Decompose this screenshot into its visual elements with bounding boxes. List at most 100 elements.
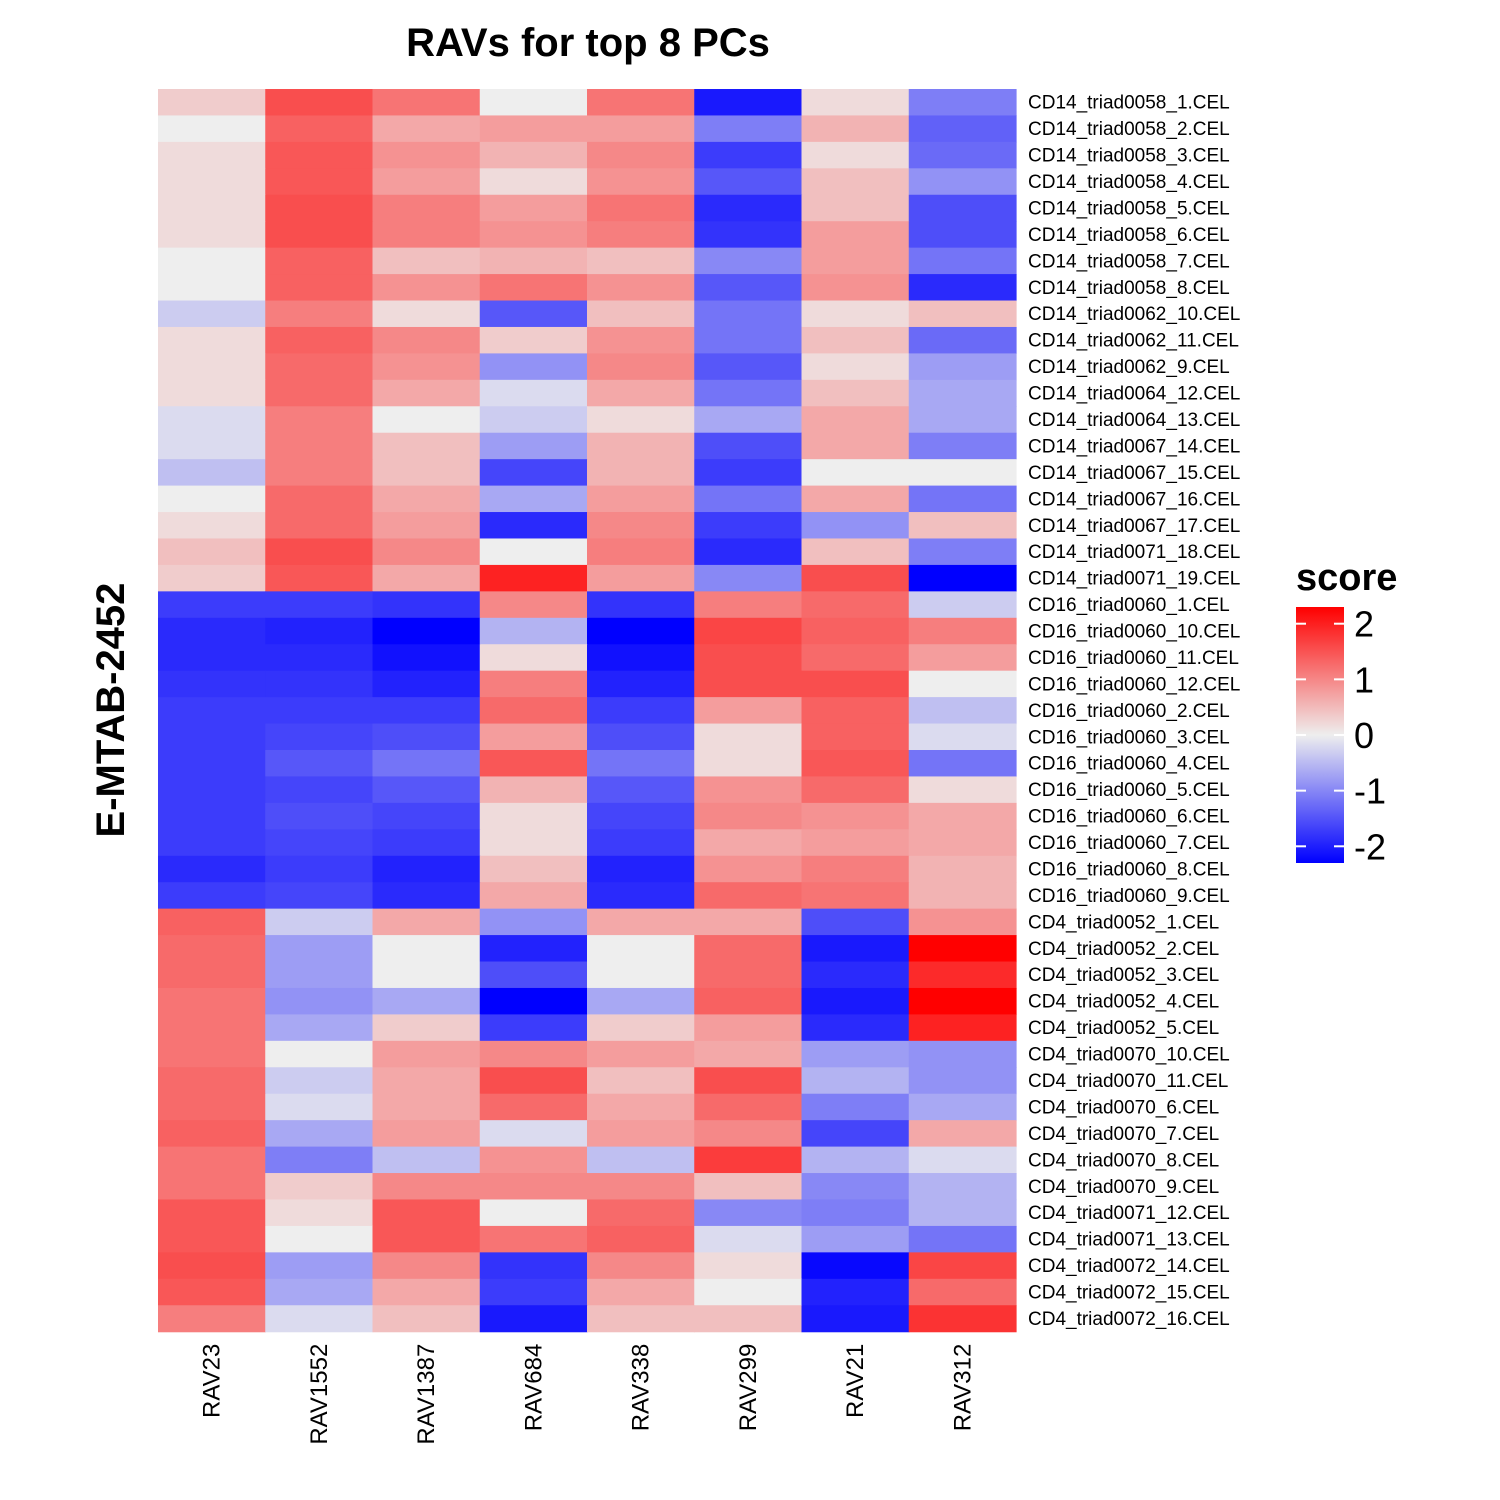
heatmap-cell — [908, 644, 1017, 672]
row-label: CD14_triad0071_19.CEL — [1028, 569, 1240, 590]
heatmap-cell — [479, 776, 588, 804]
heatmap-cell — [265, 89, 374, 117]
heatmap-cell — [158, 485, 266, 513]
heatmap-cell — [694, 459, 803, 487]
row-label: CD14_triad0067_17.CEL — [1028, 516, 1240, 537]
heatmap-cell — [908, 961, 1017, 989]
heatmap-cell — [908, 802, 1017, 830]
heatmap-cell — [158, 750, 266, 778]
heatmap-cell — [587, 1014, 695, 1042]
heatmap-cell — [694, 512, 803, 540]
row-label: CD14_triad0058_2.CEL — [1028, 119, 1230, 140]
heatmap-cell — [372, 221, 481, 249]
row-label: CD14_triad0071_18.CEL — [1028, 542, 1240, 563]
heatmap-cell — [265, 697, 374, 725]
heatmap-cell — [265, 617, 374, 645]
heatmap-cell — [694, 406, 803, 434]
heatmap-cell — [908, 1173, 1017, 1201]
heatmap-cell — [372, 115, 481, 143]
heatmap-cell — [158, 221, 266, 249]
heatmap-cell — [694, 1252, 803, 1280]
heatmap-cell — [587, 723, 695, 751]
heatmap-cell — [908, 829, 1017, 857]
heatmap-cell — [587, 168, 695, 196]
heatmap-cell — [801, 564, 910, 592]
heatmap-cell — [801, 1093, 910, 1121]
heatmap-cell — [265, 829, 374, 857]
heatmap-cell — [479, 750, 588, 778]
heatmap-cell — [158, 1199, 266, 1227]
heatmap-cell — [158, 1305, 266, 1333]
heatmap-cell — [694, 591, 803, 619]
heatmap-cell — [908, 935, 1017, 963]
row-label: CD4_triad0070_8.CEL — [1028, 1150, 1219, 1171]
heatmap-cell — [801, 1040, 910, 1068]
heatmap-cell — [265, 670, 374, 698]
heatmap-cell — [587, 644, 695, 672]
heatmap-cell — [479, 1093, 588, 1121]
heatmap-cell — [479, 168, 588, 196]
heatmap-cell — [801, 538, 910, 566]
heatmap-cell — [265, 1225, 374, 1253]
heatmap-cell — [908, 379, 1017, 407]
heatmap-cell — [587, 274, 695, 302]
heatmap-cell — [158, 141, 266, 169]
column-labels: RAV23 RAV1552 RAV1387 RAV684 RAV338 RAV299 RAV… — [199, 1344, 977, 1445]
column-label: RAV1552 — [306, 1344, 333, 1445]
heatmap-cell — [372, 1040, 481, 1068]
heatmap-cell — [372, 1225, 481, 1253]
heatmap-cell — [908, 406, 1017, 434]
heatmap-cell — [908, 987, 1017, 1015]
column-label: RAV1387 — [413, 1344, 440, 1445]
heatmap-cell — [265, 353, 374, 381]
heatmap-cell — [265, 141, 374, 169]
chart-title: RAVs for top 8 PCs — [406, 21, 770, 65]
row-label: CD4_triad0052_4.CEL — [1028, 992, 1219, 1013]
heatmap-cell — [479, 723, 588, 751]
heatmap-cell — [801, 141, 910, 169]
heatmap-cell — [479, 141, 588, 169]
heatmap-cell — [908, 1278, 1017, 1306]
heatmap-cell — [801, 1225, 910, 1253]
heatmap-cell — [587, 1093, 695, 1121]
heatmap-cell — [694, 379, 803, 407]
heatmap-cell — [694, 194, 803, 222]
heatmap-cell — [372, 353, 481, 381]
heatmap-cell — [265, 1067, 374, 1095]
heatmap-cell — [479, 89, 588, 117]
heatmap-cell — [694, 750, 803, 778]
heatmap-cell — [587, 89, 695, 117]
heatmap-cell — [801, 1067, 910, 1095]
row-label: CD14_triad0062_9.CEL — [1028, 357, 1230, 378]
heatmap-cell — [908, 1146, 1017, 1174]
heatmap-cell — [801, 987, 910, 1015]
heatmap-cell — [694, 644, 803, 672]
heatmap-cell — [587, 617, 695, 645]
heatmap-cell — [372, 882, 481, 910]
row-label: CD4_triad0071_13.CEL — [1028, 1230, 1230, 1251]
heatmap-cell — [694, 300, 803, 328]
heatmap-cell — [908, 485, 1017, 513]
heatmap-cell — [694, 141, 803, 169]
heatmap-cell — [908, 1199, 1017, 1227]
heatmap-cell — [372, 1305, 481, 1333]
heatmap-cell — [908, 89, 1017, 117]
heatmap-cell — [265, 459, 374, 487]
row-label: CD14_triad0058_5.CEL — [1028, 198, 1230, 219]
heatmap-cell — [587, 221, 695, 249]
column-label: RAV23 — [199, 1344, 226, 1418]
heatmap-cell — [587, 300, 695, 328]
heatmap-cell — [265, 406, 374, 434]
heatmap-cell — [908, 882, 1017, 910]
heatmap-cell — [265, 750, 374, 778]
heatmap-cell — [479, 1067, 588, 1095]
heatmap-cell — [479, 1252, 588, 1280]
heatmap-cell — [479, 115, 588, 143]
heatmap-cell — [158, 1120, 266, 1148]
heatmap-cell — [908, 274, 1017, 302]
heatmap-cell — [479, 326, 588, 354]
heatmap-cell — [372, 485, 481, 513]
heatmap-cell — [265, 1252, 374, 1280]
heatmap-cell — [587, 961, 695, 989]
